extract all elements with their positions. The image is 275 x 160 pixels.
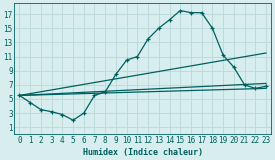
X-axis label: Humidex (Indice chaleur): Humidex (Indice chaleur) bbox=[83, 148, 203, 156]
